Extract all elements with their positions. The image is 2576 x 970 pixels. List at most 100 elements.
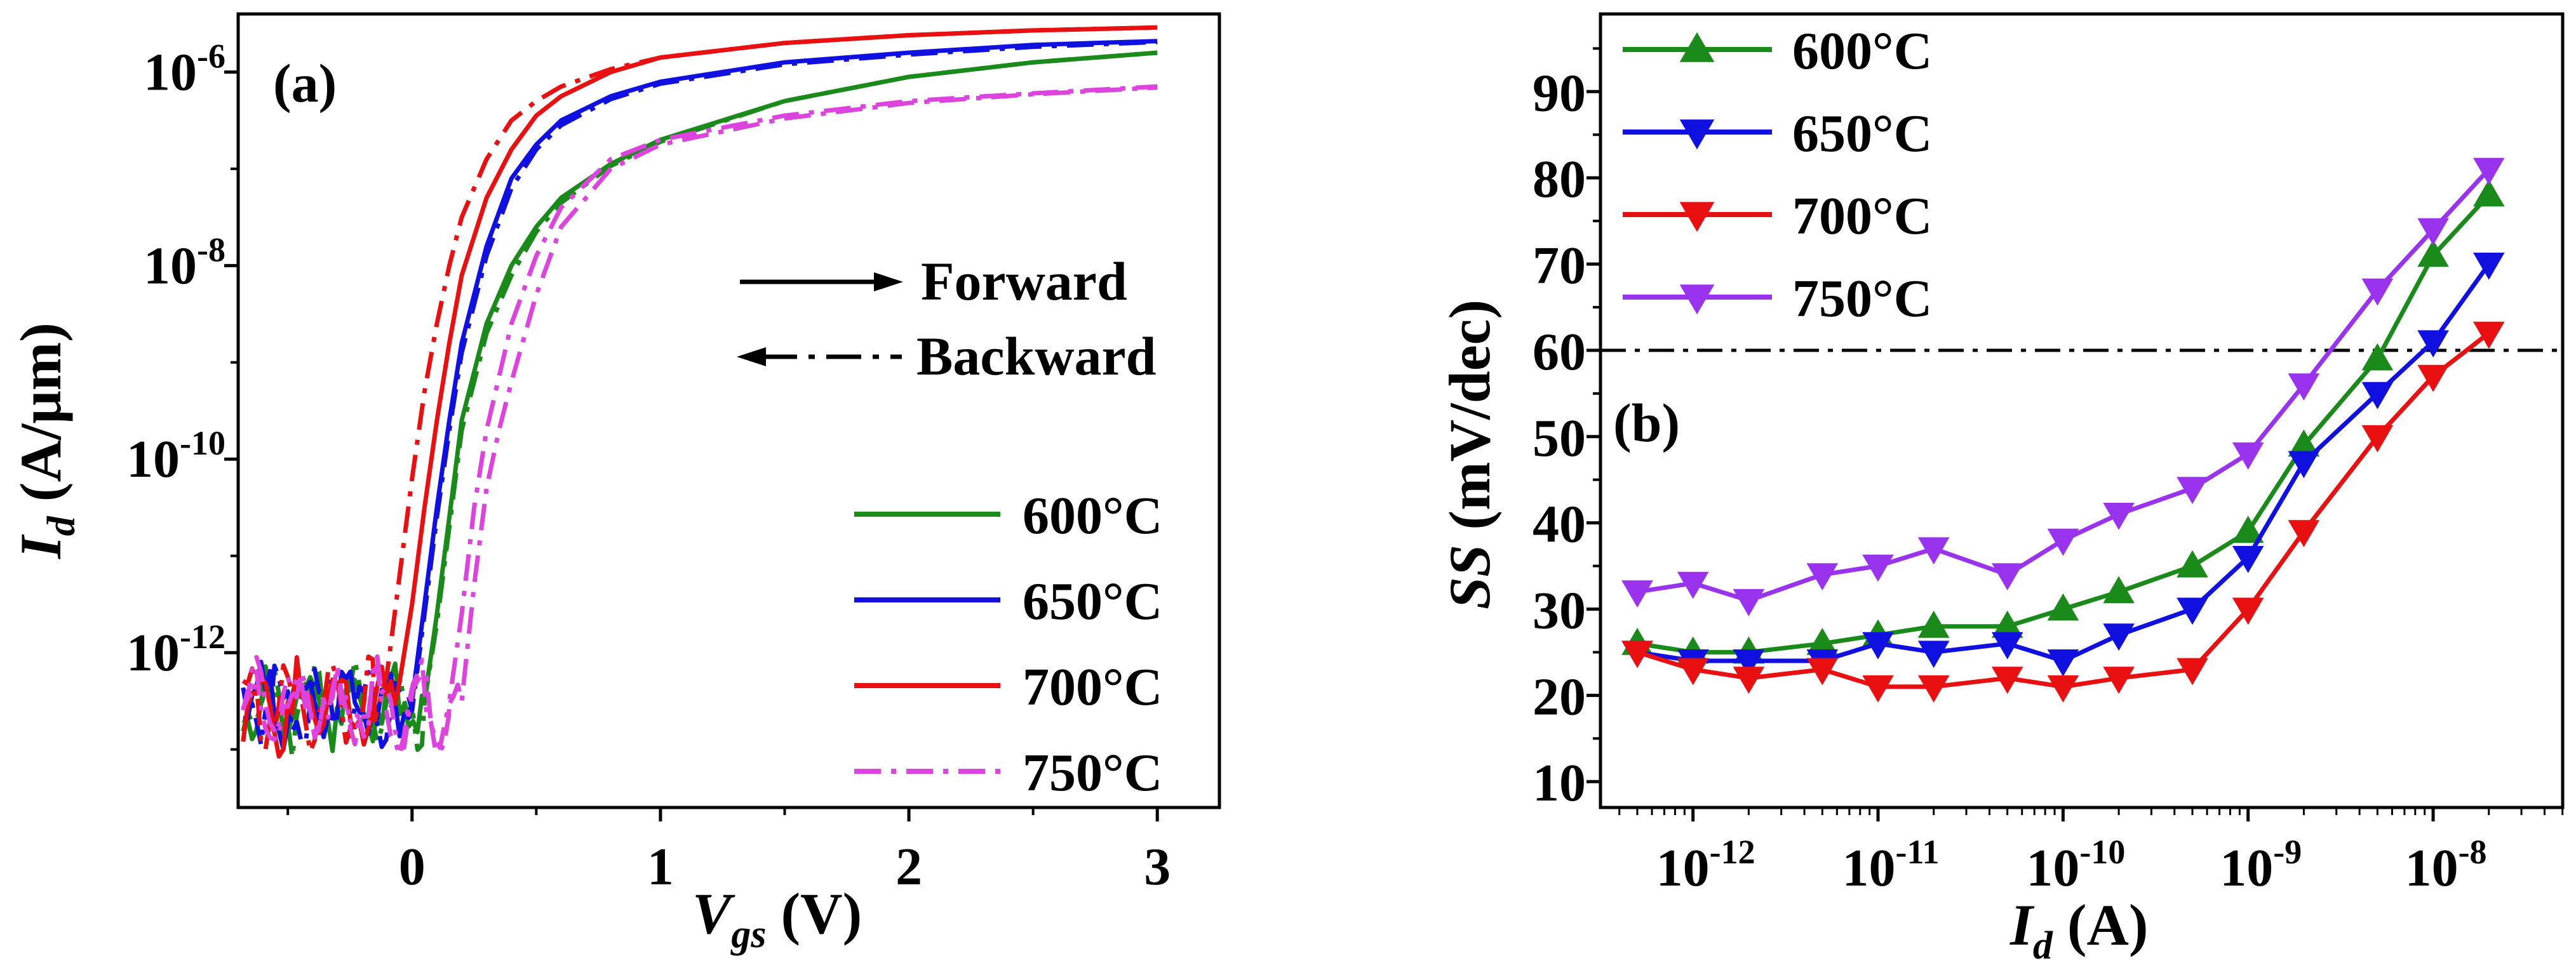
panel-b-series bbox=[1621, 157, 2505, 703]
x-title-main: I bbox=[2009, 893, 2035, 957]
y-title-unit: (mV/dec) bbox=[1437, 300, 1502, 545]
700°C-point bbox=[1677, 658, 1709, 686]
700°C-line bbox=[1636, 331, 2490, 689]
600°C-line bbox=[1637, 193, 2491, 654]
600°C-point bbox=[2047, 593, 2079, 621]
x-tick-label: 2 bbox=[896, 837, 922, 896]
x-tick-label: 10-12 bbox=[1656, 833, 1755, 898]
series-750°C bbox=[241, 84, 1158, 757]
y-tick-label: 30 bbox=[1533, 581, 1586, 641]
700°C-point bbox=[1621, 641, 1653, 668]
panel-a-series bbox=[241, 25, 1158, 760]
panel-a-y-axis-title: Id (A/μm) bbox=[8, 322, 83, 559]
legend-label-750°C: 750°C bbox=[1023, 743, 1162, 802]
650°C-point bbox=[2417, 330, 2449, 358]
650°C-forward-line bbox=[243, 39, 1158, 752]
700°C-point bbox=[1806, 658, 1839, 686]
650°C-point bbox=[2288, 451, 2320, 479]
y-tick-label: 10-12 bbox=[126, 618, 225, 682]
y-tick-label: 20 bbox=[1533, 667, 1586, 726]
sweep-legend: Forward Backward bbox=[737, 251, 1156, 387]
panel-b-label: (b) bbox=[1613, 392, 1680, 453]
legend-label-650°C: 650°C bbox=[1023, 572, 1162, 631]
650°C-point bbox=[1917, 641, 1950, 668]
700°C-point bbox=[2473, 321, 2505, 349]
750°C-point bbox=[2103, 503, 2135, 530]
700°C-point bbox=[2417, 364, 2449, 392]
legend-marker-750°C bbox=[1679, 284, 1715, 315]
forward-label: Forward bbox=[921, 251, 1127, 312]
legend-label-600°C: 600°C bbox=[1023, 486, 1162, 545]
600°C-point bbox=[1806, 628, 1839, 655]
x-tick-label: 10-10 bbox=[2026, 833, 2125, 898]
panel-a: 0 1 2 3 10-12 10-10 10-8 10-6 (a) Forward Backw… bbox=[8, 12, 1221, 956]
series-750°C bbox=[1621, 157, 2505, 616]
panel-a-frame bbox=[236, 12, 1221, 809]
series-700°C bbox=[1621, 321, 2505, 703]
650°C-point bbox=[2177, 597, 2208, 625]
650°C-point bbox=[1862, 632, 1894, 660]
750°C-point bbox=[2361, 278, 2394, 306]
650°C-point bbox=[2047, 649, 2079, 677]
x-title-sub: d bbox=[2033, 924, 2053, 967]
legend-marker-700°C bbox=[1679, 202, 1715, 232]
panel-a-ticks: 0 1 2 3 10-12 10-10 10-8 10-6 bbox=[126, 37, 1171, 896]
panel-b-ticks: 10-12 10-11 10-10 10-9 10-8 10 20 30 40 50 60 70 80 9… bbox=[1533, 47, 2564, 898]
y-title-main: SS bbox=[1437, 545, 1502, 609]
750°C-point bbox=[1991, 563, 2023, 590]
750°C-point bbox=[2047, 528, 2079, 556]
700°C-point bbox=[2103, 667, 2135, 694]
y-tick-label: 90 bbox=[1533, 63, 1586, 123]
750°C-point bbox=[2417, 218, 2449, 246]
backward-arrow-head bbox=[737, 347, 766, 366]
700°C-backward-line bbox=[241, 25, 1158, 754]
700°C-point bbox=[2288, 520, 2320, 547]
750°C-point bbox=[1806, 563, 1839, 590]
750°C-backward-line bbox=[241, 85, 1158, 750]
700°C-point bbox=[1862, 675, 1894, 703]
750°C-point bbox=[1733, 588, 1765, 616]
x-tick-label: 0 bbox=[399, 837, 426, 896]
700°C-point bbox=[2177, 658, 2208, 686]
700°C-point bbox=[2047, 675, 2079, 703]
750°C-point bbox=[2232, 442, 2264, 470]
700°C-point bbox=[1733, 667, 1765, 694]
750°C-point bbox=[2177, 477, 2208, 505]
y-tick-label: 80 bbox=[1533, 150, 1586, 209]
x-tick-label: 10-11 bbox=[1842, 833, 1940, 898]
y-tick-label: 70 bbox=[1533, 236, 1586, 295]
legend-label-750°C: 750°C bbox=[1792, 269, 1932, 328]
panel-a-legend: 600°C 650°C 700°C 750°C bbox=[854, 486, 1162, 802]
y-tick-label: 10-6 bbox=[144, 37, 225, 102]
panel-a-x-axis-title: Vgs (V) bbox=[692, 881, 862, 956]
600°C-point bbox=[2177, 550, 2208, 578]
series-700°C bbox=[241, 25, 1158, 759]
650°C-point bbox=[2103, 623, 2135, 651]
750°C-forward-line bbox=[241, 84, 1158, 757]
y-tick-label: 40 bbox=[1533, 495, 1586, 554]
y-title-unit: (A/μm) bbox=[8, 322, 73, 516]
600°C-point bbox=[2103, 576, 2135, 604]
700°C-point bbox=[1917, 675, 1950, 703]
750°C-point bbox=[2473, 157, 2505, 185]
650°C-point bbox=[2473, 253, 2505, 280]
legend-marker-600°C bbox=[1679, 32, 1715, 62]
y-title-main: I bbox=[8, 534, 73, 559]
600°C-point bbox=[1917, 610, 1950, 638]
x-title-unit: (A) bbox=[2053, 893, 2149, 957]
forward-arrow-head bbox=[874, 272, 903, 291]
panel-b: 10-12 10-11 10-10 10-9 10-8 10 20 30 40 50 60 70 80 9… bbox=[1437, 12, 2565, 967]
legend-label-700°C: 700°C bbox=[1023, 658, 1162, 717]
legend-label-700°C: 700°C bbox=[1792, 187, 1932, 246]
600°C-backward-line bbox=[241, 50, 1158, 760]
700°C-point bbox=[2232, 597, 2264, 625]
700°C-forward-line bbox=[241, 25, 1158, 759]
x-title-main: V bbox=[692, 881, 735, 946]
y-tick-label: 60 bbox=[1533, 322, 1586, 382]
600°C-point bbox=[2288, 429, 2320, 457]
700°C-point bbox=[1991, 667, 2023, 694]
x-title-unit: (V) bbox=[767, 881, 862, 946]
panel-b-legend: 600°C 650°C 700°C 750°C bbox=[1623, 22, 1932, 328]
y-title-sub: d bbox=[40, 515, 83, 536]
700°C-point bbox=[2361, 425, 2394, 453]
